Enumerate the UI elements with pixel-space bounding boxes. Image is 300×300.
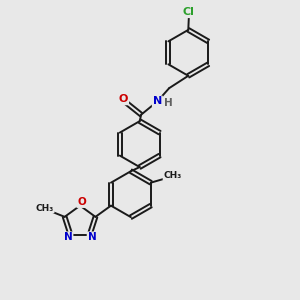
Text: O: O bbox=[77, 197, 86, 207]
Text: Cl: Cl bbox=[183, 7, 195, 17]
Text: N: N bbox=[153, 96, 162, 106]
Text: N: N bbox=[64, 232, 73, 242]
Text: N: N bbox=[88, 232, 96, 242]
Text: CH₃: CH₃ bbox=[35, 203, 54, 212]
Text: H: H bbox=[164, 98, 173, 108]
Text: O: O bbox=[119, 94, 128, 104]
Text: CH₃: CH₃ bbox=[164, 171, 182, 180]
